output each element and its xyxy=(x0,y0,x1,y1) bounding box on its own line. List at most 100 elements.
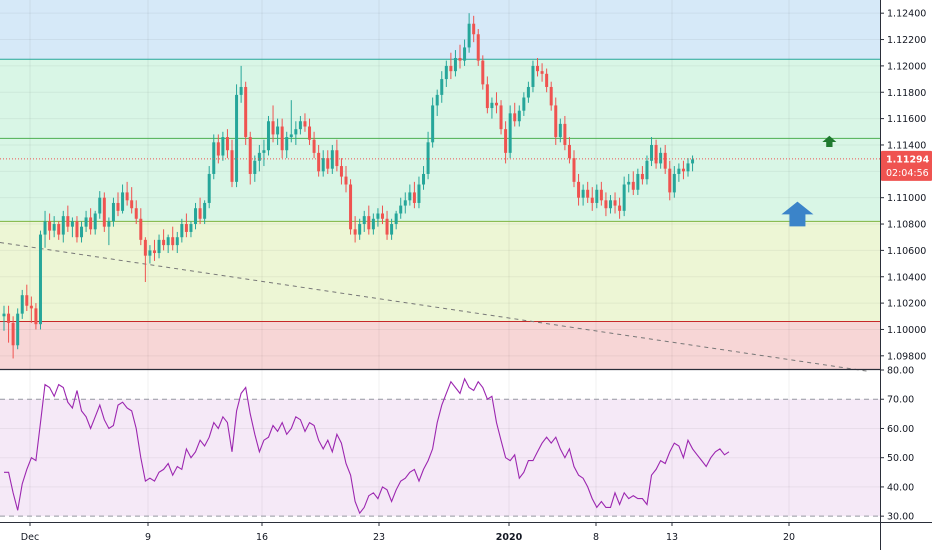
candle[interactable] xyxy=(285,137,289,151)
candle[interactable] xyxy=(608,200,612,209)
candle[interactable] xyxy=(371,218,375,230)
candle[interactable] xyxy=(16,313,20,346)
candle[interactable] xyxy=(171,237,175,246)
candle[interactable] xyxy=(481,60,485,85)
candle[interactable] xyxy=(499,105,503,130)
candle[interactable] xyxy=(253,160,257,174)
price-axis[interactable]: 1.12400 1.12200 1.12000 1.11800 1.11600 1.114… xyxy=(880,0,932,550)
candle[interactable] xyxy=(390,224,394,235)
rsi-series-line[interactable] xyxy=(4,377,730,515)
candle[interactable] xyxy=(613,200,617,206)
candle[interactable] xyxy=(358,224,362,235)
candle[interactable] xyxy=(335,150,339,167)
price-pane[interactable] xyxy=(0,0,880,373)
candle[interactable] xyxy=(449,65,453,72)
rsi-pane[interactable] xyxy=(0,368,880,523)
candle[interactable] xyxy=(162,239,166,246)
candle[interactable] xyxy=(298,121,302,130)
candle[interactable] xyxy=(121,192,125,211)
candle[interactable] xyxy=(536,65,540,72)
candle[interactable] xyxy=(194,208,198,225)
time-axis[interactable]: Dec 9 16 23 2020 8 13 20 xyxy=(0,522,932,543)
candle[interactable] xyxy=(362,216,366,225)
candle[interactable] xyxy=(554,105,558,138)
candle[interactable] xyxy=(403,200,407,206)
candle[interactable] xyxy=(266,121,270,151)
candle[interactable] xyxy=(522,97,526,111)
candle[interactable] xyxy=(654,144,658,164)
candle[interactable] xyxy=(98,197,102,214)
candle[interactable] xyxy=(508,113,512,153)
candle[interactable] xyxy=(303,121,307,127)
candle[interactable] xyxy=(385,218,389,235)
candle[interactable] xyxy=(458,57,462,61)
candle[interactable] xyxy=(125,192,129,201)
candle[interactable] xyxy=(476,34,480,61)
candle[interactable] xyxy=(422,173,426,185)
candle[interactable] xyxy=(207,173,211,203)
candle[interactable] xyxy=(225,137,229,151)
candle[interactable] xyxy=(139,218,143,240)
candle[interactable] xyxy=(317,152,321,172)
candle[interactable] xyxy=(627,181,631,185)
candle[interactable] xyxy=(7,313,11,323)
candle[interactable] xyxy=(276,126,280,135)
candle[interactable] xyxy=(321,158,325,172)
candle[interactable] xyxy=(513,113,517,122)
candle[interactable] xyxy=(66,216,70,227)
candle[interactable] xyxy=(157,239,161,254)
candle[interactable] xyxy=(604,200,608,209)
candle[interactable] xyxy=(34,308,38,325)
candle[interactable] xyxy=(230,150,234,182)
rsi-axis[interactable]: 80.00 70.00 60.00 50.00 40.00 30.00 xyxy=(880,366,914,523)
candle[interactable] xyxy=(248,137,252,174)
candle[interactable] xyxy=(107,221,111,227)
candle[interactable] xyxy=(180,224,184,238)
candle[interactable] xyxy=(517,110,521,122)
candle[interactable] xyxy=(134,208,138,219)
candle[interactable] xyxy=(326,158,330,169)
candle[interactable] xyxy=(330,150,334,169)
candle[interactable] xyxy=(558,123,562,138)
candle[interactable] xyxy=(116,202,120,211)
candle[interactable] xyxy=(70,221,74,227)
candle[interactable] xyxy=(453,57,457,72)
candle[interactable] xyxy=(57,224,61,235)
candle[interactable] xyxy=(93,213,97,230)
candle[interactable] xyxy=(577,181,581,198)
candle[interactable] xyxy=(130,200,134,209)
candle[interactable] xyxy=(244,86,248,138)
candle[interactable] xyxy=(599,189,603,201)
candle[interactable] xyxy=(52,224,56,231)
candle[interactable] xyxy=(43,221,47,235)
candle[interactable] xyxy=(102,197,106,227)
candle[interactable] xyxy=(435,94,439,106)
candle[interactable] xyxy=(212,142,216,174)
candle[interactable] xyxy=(280,126,284,151)
candle[interactable] xyxy=(563,123,567,145)
candle[interactable] xyxy=(189,224,193,232)
candle[interactable] xyxy=(166,237,170,246)
candle[interactable] xyxy=(572,158,576,182)
candle[interactable] xyxy=(29,305,33,309)
candle[interactable] xyxy=(75,221,79,238)
candle[interactable] xyxy=(11,322,15,346)
candle[interactable] xyxy=(431,105,435,143)
candle[interactable] xyxy=(399,205,403,214)
candle[interactable] xyxy=(271,121,275,135)
candle[interactable] xyxy=(294,129,298,135)
candle[interactable] xyxy=(289,134,293,138)
candle[interactable] xyxy=(143,239,147,256)
candle[interactable] xyxy=(485,84,489,109)
candle[interactable] xyxy=(531,65,535,87)
candle[interactable] xyxy=(677,168,681,174)
candle[interactable] xyxy=(650,144,654,161)
candle[interactable] xyxy=(659,152,663,164)
candle[interactable] xyxy=(312,139,316,153)
candle[interactable] xyxy=(394,213,398,225)
candle[interactable] xyxy=(339,166,343,177)
candle[interactable] xyxy=(376,213,380,219)
candle[interactable] xyxy=(595,189,599,203)
candle[interactable] xyxy=(581,189,585,198)
